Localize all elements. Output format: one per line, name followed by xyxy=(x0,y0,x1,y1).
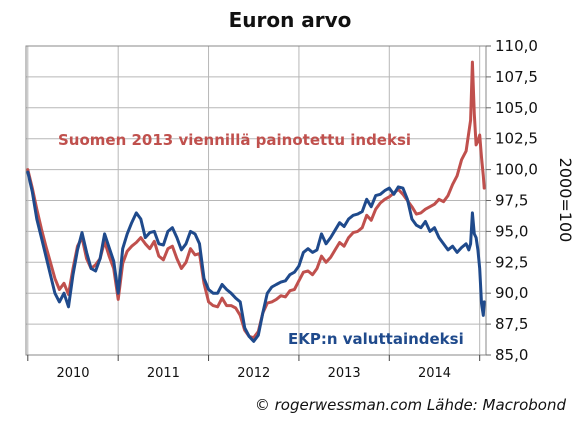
x-tick-label: 2011 xyxy=(147,366,180,381)
y-tick-label: 97,5 xyxy=(495,192,528,210)
source-credit: © rogerwessman.com Lähde: Macrobond xyxy=(255,396,567,414)
x-tick-label: 2012 xyxy=(237,366,270,381)
x-tick-label: 2014 xyxy=(418,366,451,381)
y-tick-label: 90,0 xyxy=(495,284,528,302)
y-tick-label: 100,0 xyxy=(495,161,538,179)
y-tick-label: 102,5 xyxy=(495,130,538,148)
x-axis-ticks: 2010 2011 2012 2013 2014 xyxy=(27,355,481,381)
series-line-ecb-index xyxy=(26,170,486,343)
series-line-finland-export-index xyxy=(26,60,486,340)
series-label-finland-export-index: Suomen 2013 viennillä painotettu indeksi xyxy=(58,131,411,149)
y-tick-label: 85,0 xyxy=(495,346,528,364)
y-tick-label: 87,5 xyxy=(495,315,528,333)
y-tick-label: 107,5 xyxy=(495,68,538,86)
grid xyxy=(26,45,486,356)
series-lines xyxy=(26,60,486,343)
y-tick-label: 105,0 xyxy=(495,99,538,117)
y-tick-label: 95,0 xyxy=(495,222,528,240)
series-label-ecb-index: EKP:n valuttaindeksi xyxy=(288,330,464,348)
y-axis-ticks: 85,0 87,5 90,0 92,5 95,0 97,5 100,0 102,5 105,0 1… xyxy=(486,37,538,364)
x-tick-label: 2013 xyxy=(328,366,361,381)
chart-title: Euron arvo xyxy=(229,8,352,32)
x-tick-label: 2010 xyxy=(56,366,89,381)
y-tick-label: 110,0 xyxy=(495,37,538,55)
y-tick-label: 92,5 xyxy=(495,253,528,271)
y-axis-label: 2000=100 xyxy=(556,158,575,243)
